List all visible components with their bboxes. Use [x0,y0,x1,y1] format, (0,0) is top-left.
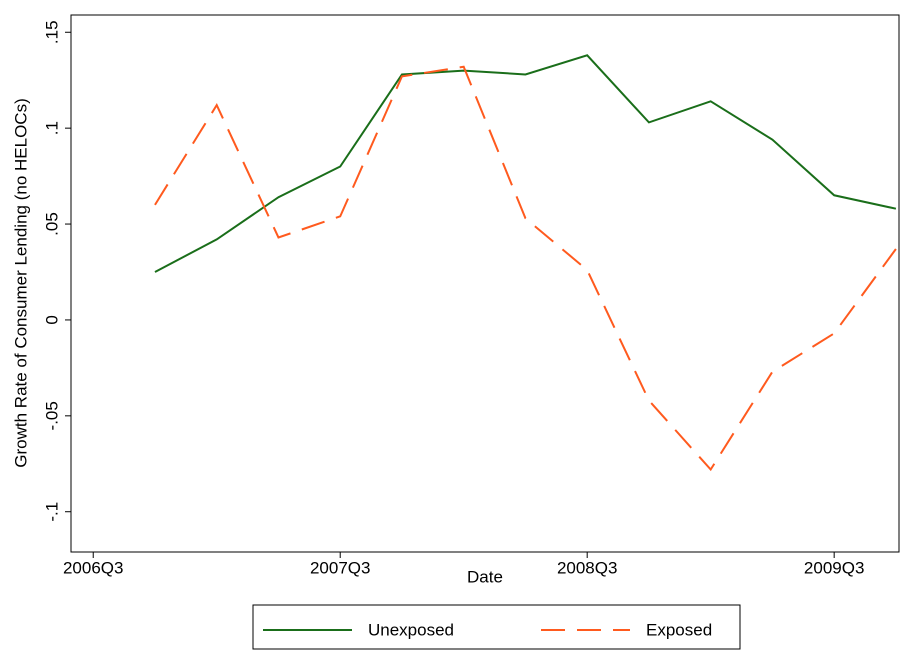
x-tick-label: 2007Q3 [310,558,371,577]
y-tick-label: .1 [42,121,61,135]
y-tick-label: 0 [42,315,61,324]
legend-label: Unexposed [368,620,454,639]
plot-frame [70,14,900,553]
y-axis-title: Growth Rate of Consumer Lending (no HELO… [11,98,30,467]
y-tick-label: -.05 [42,401,61,430]
x-axis-title: Date [467,567,503,586]
y-tick-label: .05 [42,212,61,236]
series-line [154,65,897,472]
series-line [154,54,897,273]
x-tick-label: 2006Q3 [63,558,124,577]
legend-box [252,604,741,650]
x-tick-label: 2009Q3 [804,558,865,577]
y-tick-label: .15 [42,20,61,44]
y-tick-label: -.1 [42,502,61,522]
legend-label: Exposed [646,620,712,639]
x-tick-label: 2008Q3 [557,558,618,577]
